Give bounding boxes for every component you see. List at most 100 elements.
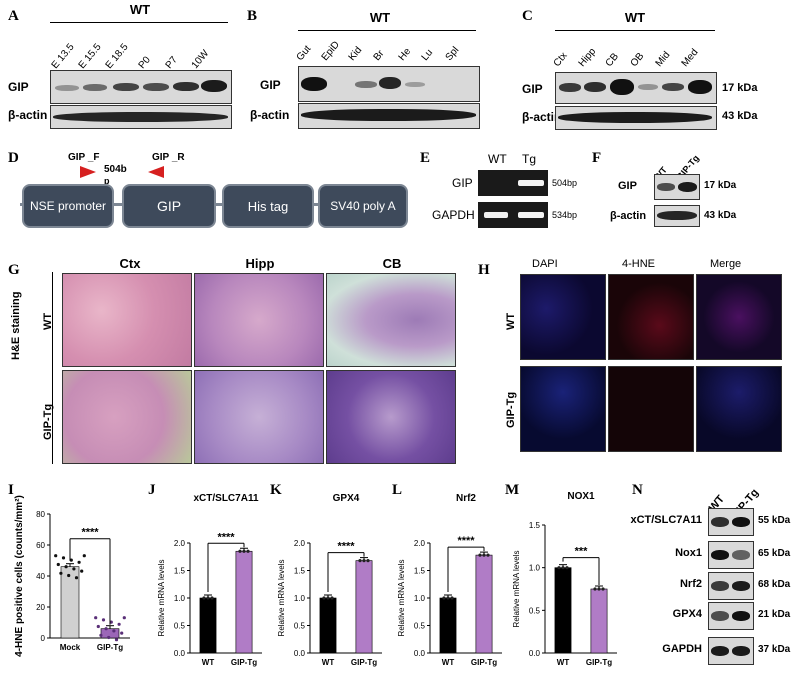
- hne-tg-image: [608, 366, 694, 452]
- data-point: [117, 622, 121, 626]
- data-point: [56, 562, 60, 567]
- chart-l: Nrf2 0.0 0.5 1.0 1.5 2.0 Relative mRNA levels W…: [397, 493, 502, 667]
- data-point: [61, 556, 66, 560]
- data-point: [362, 559, 366, 563]
- panel-g-row-wt: WT: [42, 312, 54, 330]
- y-tick-label: 1.5: [414, 567, 426, 576]
- lane-label: Lu: [419, 47, 436, 63]
- panel-label-l: L: [392, 482, 403, 498]
- y-tick-label: 40: [36, 572, 45, 581]
- lane-label: OB: [628, 50, 647, 69]
- panel-f-kda-gip: 17 kDa: [704, 180, 737, 191]
- y-tick-label: 0.5: [414, 622, 426, 631]
- panel-c-wt-title: WT: [624, 10, 646, 25]
- bar: [475, 554, 493, 654]
- data-point: [54, 554, 58, 558]
- y-tick-label: 0.0: [414, 649, 426, 658]
- y-tick-label: 1.5: [174, 567, 186, 576]
- data-point: [330, 596, 334, 600]
- panel-n-blot: [708, 602, 754, 630]
- panel-c-actin-label: β-actin: [522, 110, 562, 124]
- data-point: [601, 587, 605, 591]
- primer-f-arrow-icon: [80, 166, 96, 178]
- lane-label: P0: [136, 54, 153, 71]
- y-tick-label: 0.0: [529, 649, 541, 658]
- primer-r-label: GIP _R: [152, 152, 185, 163]
- bar: [60, 566, 80, 639]
- x-tick-label: WT: [442, 658, 455, 667]
- panel-e-gapdh-gel: [478, 202, 548, 228]
- panel-f-kda-actin: 43 kDa: [704, 210, 737, 221]
- panel-c-wt-line: [555, 30, 715, 31]
- data-point: [486, 553, 490, 557]
- panel-e-gip-label: GIP: [452, 176, 473, 190]
- data-point: [482, 553, 486, 557]
- y-tick-label: 60: [36, 541, 45, 550]
- chart-title: GPX4: [333, 493, 360, 504]
- y-axis-label: Relative mRNA levels: [397, 560, 406, 637]
- bar: [355, 560, 373, 654]
- data-point: [104, 627, 108, 631]
- x-tick-label: Mock: [60, 643, 81, 652]
- panel-e-gapdh-label: GAPDH: [432, 208, 475, 222]
- data-point: [446, 596, 450, 600]
- significance-label: ****: [81, 527, 99, 539]
- panel-b-wt-line: [298, 30, 476, 31]
- dapi-wt-image: [520, 274, 606, 360]
- lane-label: E 15.5: [76, 41, 104, 71]
- x-tick-label: WT: [202, 658, 215, 667]
- x-tick-label: GIP-Tg: [471, 658, 497, 667]
- bar: [319, 597, 337, 654]
- panel-n-kda: 68 kDa: [758, 579, 791, 590]
- data-point: [442, 596, 446, 600]
- lane-label: CB: [603, 51, 621, 69]
- panel-b-gip-label: GIP: [260, 78, 281, 92]
- data-point: [64, 565, 68, 569]
- panel-e-tg: Tg: [522, 152, 537, 166]
- primer-r-arrow-icon: [148, 166, 164, 178]
- data-point: [94, 616, 98, 620]
- he-wt-ctx-image: [62, 273, 192, 367]
- lane-label: Med: [679, 47, 701, 69]
- lane-label: E 18.5: [103, 41, 131, 71]
- y-axis-label: Relative mRNA levels: [512, 551, 521, 628]
- y-tick-label: 0: [41, 634, 46, 643]
- lane-label: P7: [163, 54, 180, 71]
- chart-m: NOX1 0.0 0.5 1.0 1.5 Relative mRNA levels WT GI…: [512, 491, 617, 667]
- lane-label: Mid: [653, 49, 673, 69]
- lane-label: E 13.5: [49, 41, 77, 71]
- data-point: [366, 559, 370, 563]
- lane-label: Spl: [443, 44, 462, 63]
- chart-k: GPX4 0.0 0.5 1.0 1.5 2.0 Relative mRNA levels W…: [277, 493, 382, 667]
- panel-f-gip-label: GIP: [618, 180, 637, 192]
- x-tick-label: WT: [557, 658, 570, 667]
- gip-box: GIP: [122, 184, 216, 228]
- data-point: [450, 596, 454, 600]
- panel-b-gip-blot: [298, 66, 480, 102]
- panel-h-row-wt: WT: [505, 312, 517, 330]
- y-tick-label: 0.5: [174, 622, 186, 631]
- x-tick-label: WT: [322, 658, 335, 667]
- y-axis-label: Relative mRNA levels: [157, 560, 166, 637]
- data-point: [597, 587, 601, 591]
- panel-c-kda-gip: 17 kDa: [722, 82, 758, 94]
- he-tg-hipp-image: [194, 370, 324, 464]
- chart-title: NOX1: [567, 491, 595, 502]
- data-point: [322, 596, 326, 600]
- panel-b-actin-blot: [298, 103, 480, 129]
- data-point: [202, 596, 206, 600]
- panel-label-n: N: [632, 482, 643, 498]
- y-tick-label: 1.0: [529, 564, 541, 573]
- chart-i: 0 20 40 60 80 4-HNE positive cells (counts/mm…: [14, 495, 130, 657]
- he-tg-ctx-image: [62, 370, 192, 464]
- y-tick-label: 20: [36, 603, 45, 612]
- panel-label-f: F: [592, 150, 602, 166]
- y-axis-label: Relative mRNA levels: [277, 560, 286, 637]
- merge-tg-image: [696, 366, 782, 452]
- panel-g-col-hipp: Hipp: [245, 256, 275, 271]
- panel-n-row-label: xCT/SLC7A11: [630, 514, 702, 526]
- data-point: [96, 624, 100, 629]
- panel-label-m: M: [505, 482, 520, 498]
- merge-wt-image: [696, 274, 782, 360]
- x-tick-label: GIP-Tg: [231, 658, 257, 667]
